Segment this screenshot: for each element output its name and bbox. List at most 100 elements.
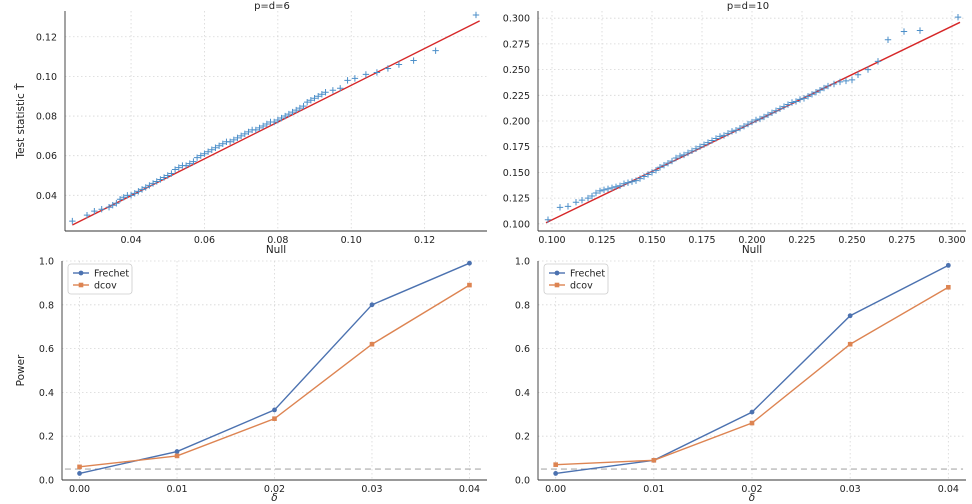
scatter-point (322, 89, 329, 96)
x-tick-label: 0.01 (643, 484, 664, 495)
scatter-point (864, 66, 872, 73)
legend-marker (554, 270, 560, 276)
scatter-point (300, 102, 307, 110)
scatter-point (676, 152, 684, 160)
x-tick-label: 0.12 (414, 235, 435, 246)
scatter-point (600, 186, 608, 194)
y-tick-label: 0.300 (503, 14, 530, 25)
scatter-point (281, 112, 289, 120)
data-point-frechet (749, 409, 755, 415)
scatter-point (648, 169, 656, 176)
scatter-point (384, 65, 392, 72)
scatter-point (190, 158, 197, 165)
scatter-point (270, 118, 278, 126)
scatter-point (168, 170, 175, 177)
scatter-point (153, 178, 160, 185)
data-point-dcov (946, 284, 951, 290)
scatter-point (652, 167, 660, 174)
scatter-point (596, 187, 604, 195)
scatter-point (98, 205, 105, 213)
scatter-point (812, 89, 820, 96)
scatter-point (564, 203, 572, 210)
reference-line (545, 21, 961, 224)
data-point-dcov (77, 464, 82, 470)
x-tick-label: 0.125 (588, 235, 615, 246)
data-point-frechet (174, 449, 180, 454)
scatter-point (131, 190, 138, 197)
data-point-dcov (651, 457, 657, 463)
scatter-point (278, 114, 285, 122)
scatter-point (842, 77, 850, 85)
x-tick-label: 0.300 (938, 235, 965, 246)
scatter-point (624, 179, 632, 186)
y-tick-label: 0.12 (36, 32, 57, 43)
x-tick-label: 0.00 (545, 484, 566, 495)
legend-box (67, 263, 133, 295)
x-tick-label: 0.04 (120, 235, 141, 246)
scatter-point (820, 84, 828, 92)
scatter-point (208, 146, 215, 153)
scatter-point (692, 145, 700, 152)
y-tick-label: 0.200 (503, 117, 530, 128)
data-point-frechet (945, 262, 951, 268)
data-point-dcov (174, 453, 180, 459)
legend-marker (78, 270, 84, 276)
scatter-point (315, 93, 322, 100)
scatter-point (740, 122, 748, 130)
scatter-point (632, 177, 640, 184)
scatter-point (175, 164, 182, 171)
scatter-point (636, 175, 644, 182)
scatter-point (628, 178, 636, 185)
scatter-point (744, 120, 752, 128)
y-tick-label: 0.04 (36, 191, 57, 202)
scatter-point (120, 194, 127, 201)
chart-title: p=d=10 (727, 1, 769, 12)
scatter-point (292, 106, 300, 114)
scatter-point (688, 147, 696, 155)
scatter-point (804, 93, 812, 100)
data-point-frechet (847, 313, 853, 319)
y-axis-label: Power (15, 354, 27, 386)
scatter-point (149, 180, 157, 187)
scatter-point (776, 105, 784, 112)
scatter-point (138, 186, 146, 193)
scatter-point (215, 142, 223, 149)
scatter-point (784, 101, 792, 108)
scatter-point (684, 149, 692, 157)
y-tick-label: 0.0 (515, 476, 530, 487)
scatter-point (157, 176, 164, 183)
x-tick-label: 0.200 (738, 235, 765, 246)
scatter-point (780, 103, 788, 110)
data-point-dcov (553, 462, 558, 467)
legend-marker (78, 282, 84, 288)
data-point-dcov (369, 341, 375, 347)
legend-label: dcov (94, 281, 117, 292)
x-tick-label: 0.250 (838, 235, 865, 246)
x-axis-label: Null (742, 244, 762, 256)
scatter-point (768, 109, 776, 116)
scatter-point (700, 141, 708, 148)
x-tick-label: 0.150 (638, 235, 665, 246)
scatter-point (724, 130, 732, 137)
data-point-dcov (847, 341, 853, 347)
scatter-point (572, 199, 580, 206)
scatter-point (91, 207, 98, 215)
scatter-point (256, 124, 263, 132)
y-tick-label: 0.2 (39, 432, 54, 443)
scatter-point (848, 76, 856, 84)
scatter-point (664, 159, 672, 167)
chart-panel-2: 0.100 0.125 0.150 0.175 0.200 0.225 0.250 0.275… (503, 1, 966, 256)
scatter-point (237, 132, 245, 140)
scatter-point (329, 87, 337, 94)
scatter-point (197, 152, 204, 159)
scatter-point (373, 69, 381, 76)
scatter-point (712, 135, 720, 142)
legend-label: Frechet (570, 269, 605, 280)
scatter-point (808, 91, 816, 98)
scatter-point (544, 216, 552, 223)
chart-panel-4: 0.00 0.01 0.02 0.03 0.04 0.0 0.2 0.4 0.6 0.8 1.0 δ F… (515, 257, 966, 504)
y-tick-label: 0.6 (515, 344, 530, 355)
